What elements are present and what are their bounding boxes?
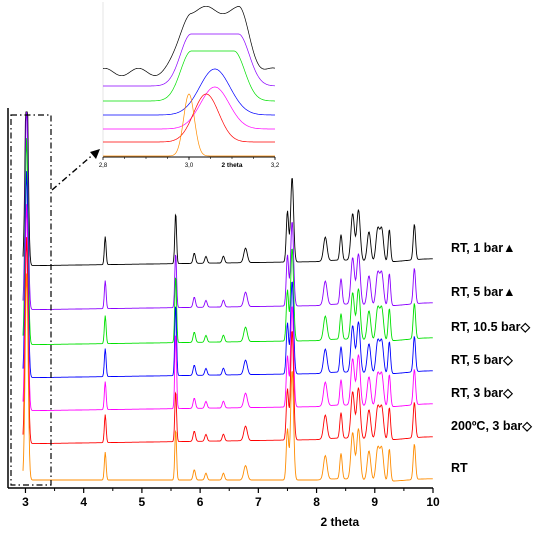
- x-tick-label: 5: [139, 495, 146, 509]
- inset-x-axis-title: 2 theta: [222, 162, 243, 169]
- series-line: [22, 273, 433, 482]
- series-label: RT, 1 bar▲: [451, 241, 515, 255]
- series-line: [22, 237, 433, 445]
- series-line: [22, 138, 433, 346]
- series-label: RT, 5 bar◇: [451, 353, 514, 367]
- series-label: RT, 5 bar▲: [451, 285, 515, 299]
- main-plot: 3 4 5 6 7 8 9 10 2 theta RT, 1 bar▲ RT, 5 bar▲ RT, …: [7, 108, 533, 529]
- series-line: [22, 171, 433, 379]
- inset-series-line: [103, 93, 275, 143]
- x-tick-label: 9: [371, 495, 378, 509]
- series-line: [22, 111, 433, 267]
- zoom-arrow-head: [90, 149, 100, 159]
- inset-plot: 2,8 3,0 3,2 2 theta: [99, 2, 280, 169]
- inset-x-tick-label: 3,2: [271, 163, 280, 169]
- zoom-arrow-line: [51, 151, 97, 191]
- x-axis-title: 2 theta: [321, 515, 360, 529]
- x-tick-label: 10: [426, 495, 440, 509]
- series-label: 200ºC, 3 bar◇: [451, 419, 533, 433]
- inset-series-line: [103, 93, 275, 157]
- series-label: RT: [451, 461, 468, 475]
- inset-series-line: [103, 33, 275, 87]
- inset-x-tick-label: 2,8: [99, 163, 108, 169]
- inset-series-line: [103, 50, 275, 102]
- series-label: RT, 10.5 bar◇: [451, 320, 531, 334]
- series-label: RT, 3 bar◇: [451, 386, 514, 400]
- x-tick-label: 8: [313, 495, 320, 509]
- inset-series-line: [103, 86, 275, 130]
- inset-x-tick-label: 3,0: [185, 163, 194, 169]
- series-line: [22, 111, 433, 311]
- series-line: [22, 204, 433, 412]
- inset-series-line: [102, 5, 276, 77]
- x-tick-label: 7: [255, 495, 262, 509]
- x-tick-label: 4: [80, 495, 87, 509]
- inset-series-line: [103, 68, 275, 116]
- zoom-box: [10, 114, 52, 486]
- x-tick-label: 6: [197, 495, 204, 509]
- x-tick-label: 3: [22, 495, 29, 509]
